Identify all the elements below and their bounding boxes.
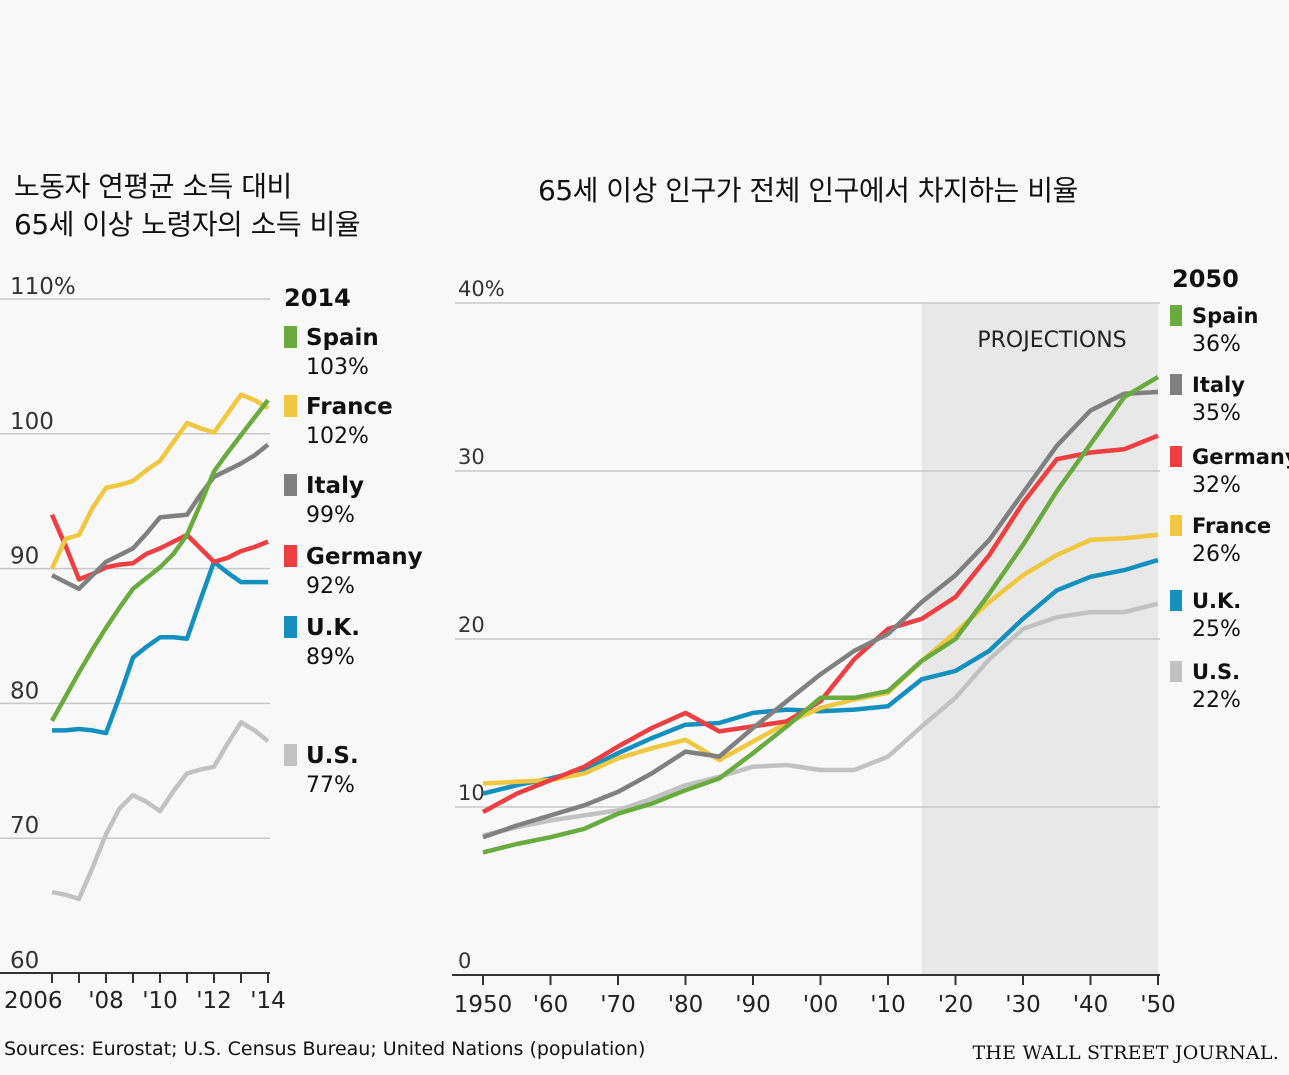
right-legend-swatch [1170,515,1182,536]
right-series-line-france [482,532,1159,786]
left-legend-name: France [306,394,393,420]
left-legend-value: 102% [306,424,369,449]
right-series-line-uk [482,557,1159,796]
right-x-tick-label: '70 [600,992,636,1018]
right-x-tick-label: '40 [1073,992,1109,1018]
left-x-tick-label: '10 [142,988,178,1014]
right-legend-swatch [1170,374,1182,395]
left-legend-value: 92% [306,574,355,599]
left-y-tick-label: 90 [10,544,39,570]
right-legend-swatch [1170,661,1182,682]
left-series-line-germany [49,513,269,582]
left-series-line-france [49,392,270,570]
left-chart-title: 노동자 연평균 소득 대비 65세 이상 노령자의 소득 비율 [14,168,361,244]
left-legend-name: U.S. [306,743,359,769]
left-series-line-italy [50,442,270,592]
right-legend-value: 35% [1192,401,1241,426]
left-x-tick-label: '08 [88,988,124,1014]
left-title-line-1: 노동자 연평균 소득 대비 [14,170,292,203]
right-legend-value: 22% [1192,688,1241,713]
right-chart-title: 65세 이상 인구가 전체 인구에서 차지하는 비율 [538,174,1078,207]
left-legend-name: U.K. [306,615,360,641]
right-x-tick-label: '20 [938,992,974,1018]
right-x-tick-label: '60 [533,992,569,1018]
left-x-tick-label: 2006 [4,988,63,1014]
right-legend-name: Spain [1192,304,1258,328]
right-legend-value: 36% [1192,332,1241,357]
right-x-tick-label: '50 [1140,992,1176,1018]
left-title-line-2: 65세 이상 노령자의 소득 비율 [14,208,361,241]
left-legend-title: 2014 [284,284,351,312]
right-x-tick-label: '10 [870,992,906,1018]
right-legend-name: France [1192,514,1271,538]
right-series-line-germany [481,433,1159,814]
right-x-tick-label: '00 [803,992,839,1018]
left-legend-swatch [284,616,297,638]
right-legend-name: Germany [1192,445,1289,469]
left-legend-swatch [284,545,297,567]
left-legend-swatch [284,326,297,348]
right-legend-name: U.K. [1192,589,1241,613]
projections-label: PROJECTIONS [977,328,1126,353]
right-x-tick-label: '80 [668,992,704,1018]
right-y-tick-label: 10 [458,781,485,805]
right-legend-name: U.S. [1192,660,1240,684]
right-series-line-spain [482,374,1160,855]
left-y-tick-label: 70 [10,813,39,839]
left-x-tick-label: '14 [250,988,286,1014]
left-y-tick-label: 60 [10,948,39,974]
left-legend-name: Germany [306,544,423,570]
left-y-tick-label: 110% [10,274,76,300]
left-series-line-uk [52,559,268,736]
right-y-tick-label: 20 [458,613,485,637]
right-chart: PROJECTIONS 0 10 20 30 40% 1950 '60 '70 '80 '90 '00… [452,265,1289,1018]
left-y-tick-label: 80 [10,678,39,704]
right-y-tick-label: 30 [458,445,485,469]
right-series-line-italy [482,389,1159,840]
left-legend-swatch [284,395,297,417]
right-legend-swatch [1170,590,1182,611]
left-legend-value: 99% [306,503,355,528]
left-x-tick-label: '12 [196,988,232,1014]
left-y-tick-label: 100 [10,409,54,435]
right-legend-value: 32% [1192,473,1241,498]
right-legend-name: Italy [1192,373,1245,397]
left-legend-value: 77% [306,773,355,798]
publisher-logo: THE WALL STREET JOURNAL. [972,1042,1279,1064]
right-y-tick-label: 0 [458,949,471,973]
left-chart: 60 70 80 90 100 110% 2006 '08 '10 '12 '14 2014 U.S. 7… [0,274,423,1014]
left-legend-swatch [284,744,297,766]
right-y-tick-label: 40% [458,277,505,301]
right-legend-value: 26% [1192,542,1241,567]
left-legend-value: 89% [306,645,355,670]
right-legend-swatch [1170,305,1182,326]
left-legend-name: Italy [306,473,364,499]
right-x-tick-label: '30 [1005,992,1041,1018]
left-legend-name: Spain [306,325,379,351]
right-legend-swatch [1170,446,1182,467]
right-x-tick-label: '90 [735,992,771,1018]
left-series-line-us [51,720,270,902]
left-series-line-spain [50,398,270,722]
left-legend-value: 103% [306,355,369,380]
left-legend-swatch [284,474,297,496]
right-legend-title: 2050 [1172,265,1239,293]
right-legend-value: 25% [1192,617,1241,642]
right-x-tick-label: 1950 [454,992,513,1018]
source-note: Sources: Eurostat; U.S. Census Bureau; U… [4,1038,646,1060]
right-series-line-us [482,601,1159,838]
